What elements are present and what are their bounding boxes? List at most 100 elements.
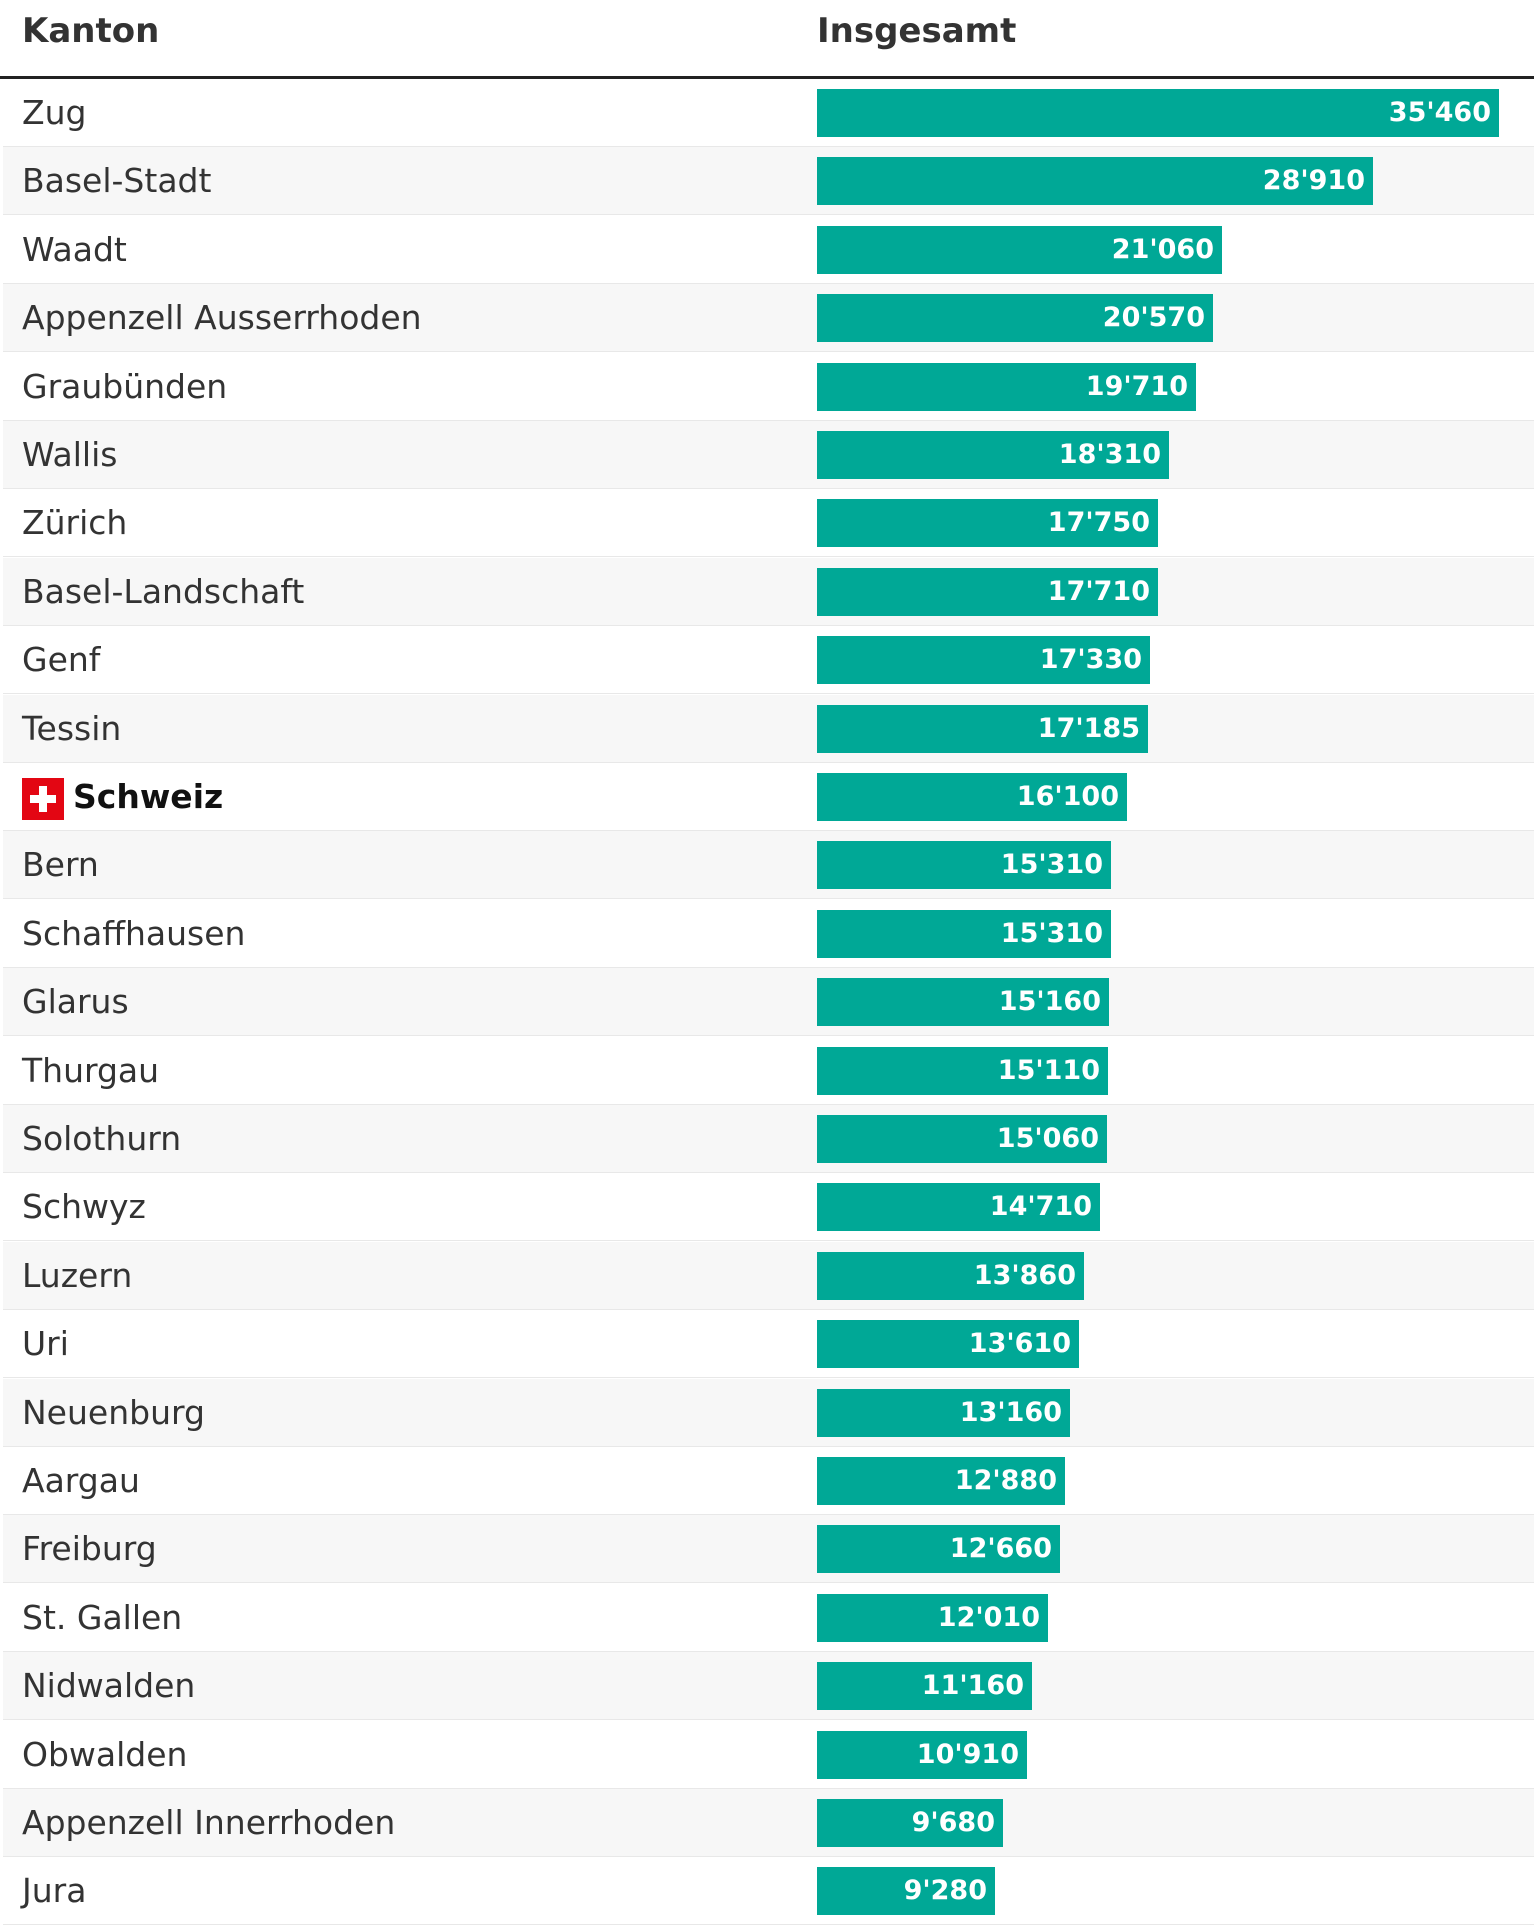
bar: 14'710 [817,1183,1100,1232]
bar-value-label: 17'185 [1037,712,1140,744]
bar: 15'310 [817,841,1111,890]
bar-value-label: 13'860 [973,1259,1076,1291]
table-row: Freiburg 12'660 [3,1515,1534,1584]
table-row: Neuenburg 13'160 [3,1378,1534,1447]
bar: 17'330 [817,636,1150,685]
row-kanton-name: Luzern [22,1255,133,1295]
bar-value-label: 12'880 [954,1465,1057,1496]
bar: 28'910 [817,157,1373,206]
table-row: Appenzell Innerrhoden 9'680 [3,1789,1534,1857]
bar: 15'110 [817,1046,1108,1095]
bar-value-label: 17'750 [1047,507,1150,539]
bar: 20'570 [817,294,1213,343]
bar: 10'910 [817,1730,1027,1779]
bar-value-label: 35'460 [1388,97,1491,128]
bar: 21'060 [817,225,1222,274]
bar-value-label: 19'710 [1085,370,1188,402]
row-kanton-name: Zug [22,93,87,132]
bar: 18'310 [817,431,1169,479]
bar: 17'710 [817,567,1158,616]
row-kanton-name: Glarus [22,982,129,1022]
row-kanton-name: Neuenburg [22,1392,205,1432]
table-row: Uri 13'610 [3,1310,1534,1379]
bar: 12'880 [817,1457,1065,1505]
bar-value-label: 28'910 [1262,165,1365,197]
bar-value-label: 13'610 [968,1328,1071,1360]
column-header-kanton: Kanton [22,11,160,51]
table-row: Basel-Landschaft 17'710 [3,557,1534,626]
table-row: Tessin 17'185 [3,694,1534,763]
bar-value-label: 12'010 [937,1601,1040,1633]
row-kanton-name: Basel-Stadt [22,161,212,201]
row-kanton-name: Schaffhausen [22,913,246,953]
table-row: Zug 35'460 [3,79,1534,147]
bar-value-label: 11'160 [921,1670,1024,1702]
bar-value-label: 15'160 [998,986,1101,1018]
row-kanton-name: Bern [22,845,99,885]
table-row: Basel-Stadt 28'910 [3,147,1534,216]
bar: 15'160 [817,978,1109,1027]
table-row: Jura 9'280 [3,1857,1534,1925]
bar-value-label: 20'570 [1102,302,1205,334]
bar: 19'710 [817,362,1196,411]
row-kanton-name: Graubünden [22,366,228,406]
table-header: Kanton Insgesamt [0,0,1534,79]
row-kanton-name: Uri [22,1324,69,1364]
table-row: Thurgau 15'110 [3,1037,1534,1105]
row-kanton-name: St. Gallen [22,1597,183,1637]
table-row: Waadt 21'060 [3,216,1534,284]
bar-value-label: 9'280 [903,1875,987,1907]
row-kanton-name: Aargau [22,1461,140,1500]
table-row: Luzern 13'860 [3,1241,1534,1310]
table-row: Appenzell Ausserrhoden 20'570 [3,284,1534,353]
swiss-flag-icon [22,778,64,820]
bar: 9'680 [817,1799,1003,1847]
row-kanton-name: Basel-Landschaft [22,571,305,611]
row-kanton-name: Genf [22,640,101,680]
row-kanton-name: Solothurn [22,1119,182,1158]
bar: 13'610 [817,1320,1079,1369]
table-row: Schaffhausen 15'310 [3,900,1534,968]
bar: 12'010 [817,1593,1048,1642]
row-kanton-name: Thurgau [22,1050,160,1090]
table-row: Genf 17'330 [3,626,1534,695]
bar: 13'860 [817,1251,1084,1300]
bar: 17'185 [817,704,1148,753]
row-kanton-name: Waadt [22,229,127,269]
bar: 35'460 [817,89,1499,137]
table-row: Schwyz 14'710 [3,1173,1534,1242]
table-row: Obwalden 10'910 [3,1721,1534,1789]
row-kanton-name: Obwalden [22,1734,188,1774]
table-row: Nidwalden 11'160 [3,1652,1534,1721]
bar: 9'280 [817,1867,995,1916]
bar: 12'660 [817,1525,1060,1574]
table-row: Schweiz 16'100 [3,763,1534,831]
row-kanton-name: Zürich [22,503,128,543]
bar-value-label: 9'680 [911,1807,995,1838]
row-kanton-name: Wallis [22,435,118,474]
bar: 15'310 [817,909,1111,958]
row-kanton-name: Nidwalden [22,1666,196,1706]
row-kanton-name: Appenzell Ausserrhoden [22,298,422,338]
table-row: Graubünden 19'710 [3,353,1534,421]
bar-value-label: 17'710 [1047,575,1150,607]
bar-value-label: 15'310 [1000,917,1103,949]
row-kanton-name: Jura [22,1871,87,1911]
row-kanton-name: Tessin [22,708,122,748]
bar: 15'060 [817,1115,1107,1163]
table-row: Wallis 18'310 [3,421,1534,489]
table-row: Solothurn 15'060 [3,1105,1534,1173]
bar-value-label: 18'310 [1058,439,1161,470]
table-row: Bern 15'310 [3,831,1534,900]
column-header-insgesamt: Insgesamt [817,11,1017,51]
bar-value-label: 15'110 [997,1054,1100,1086]
row-kanton-name: Schweiz [73,777,224,816]
row-kanton-name: Schwyz [22,1187,146,1227]
table-row: St. Gallen 12'010 [3,1584,1534,1652]
bar-value-label: 10'910 [916,1738,1019,1770]
row-kanton-name: Freiburg [22,1529,157,1569]
bar-value-label: 15'310 [1000,849,1103,881]
table-row: Zürich 17'750 [3,489,1534,558]
table-row: Glarus 15'160 [3,968,1534,1037]
bar-value-label: 14'710 [989,1191,1092,1223]
